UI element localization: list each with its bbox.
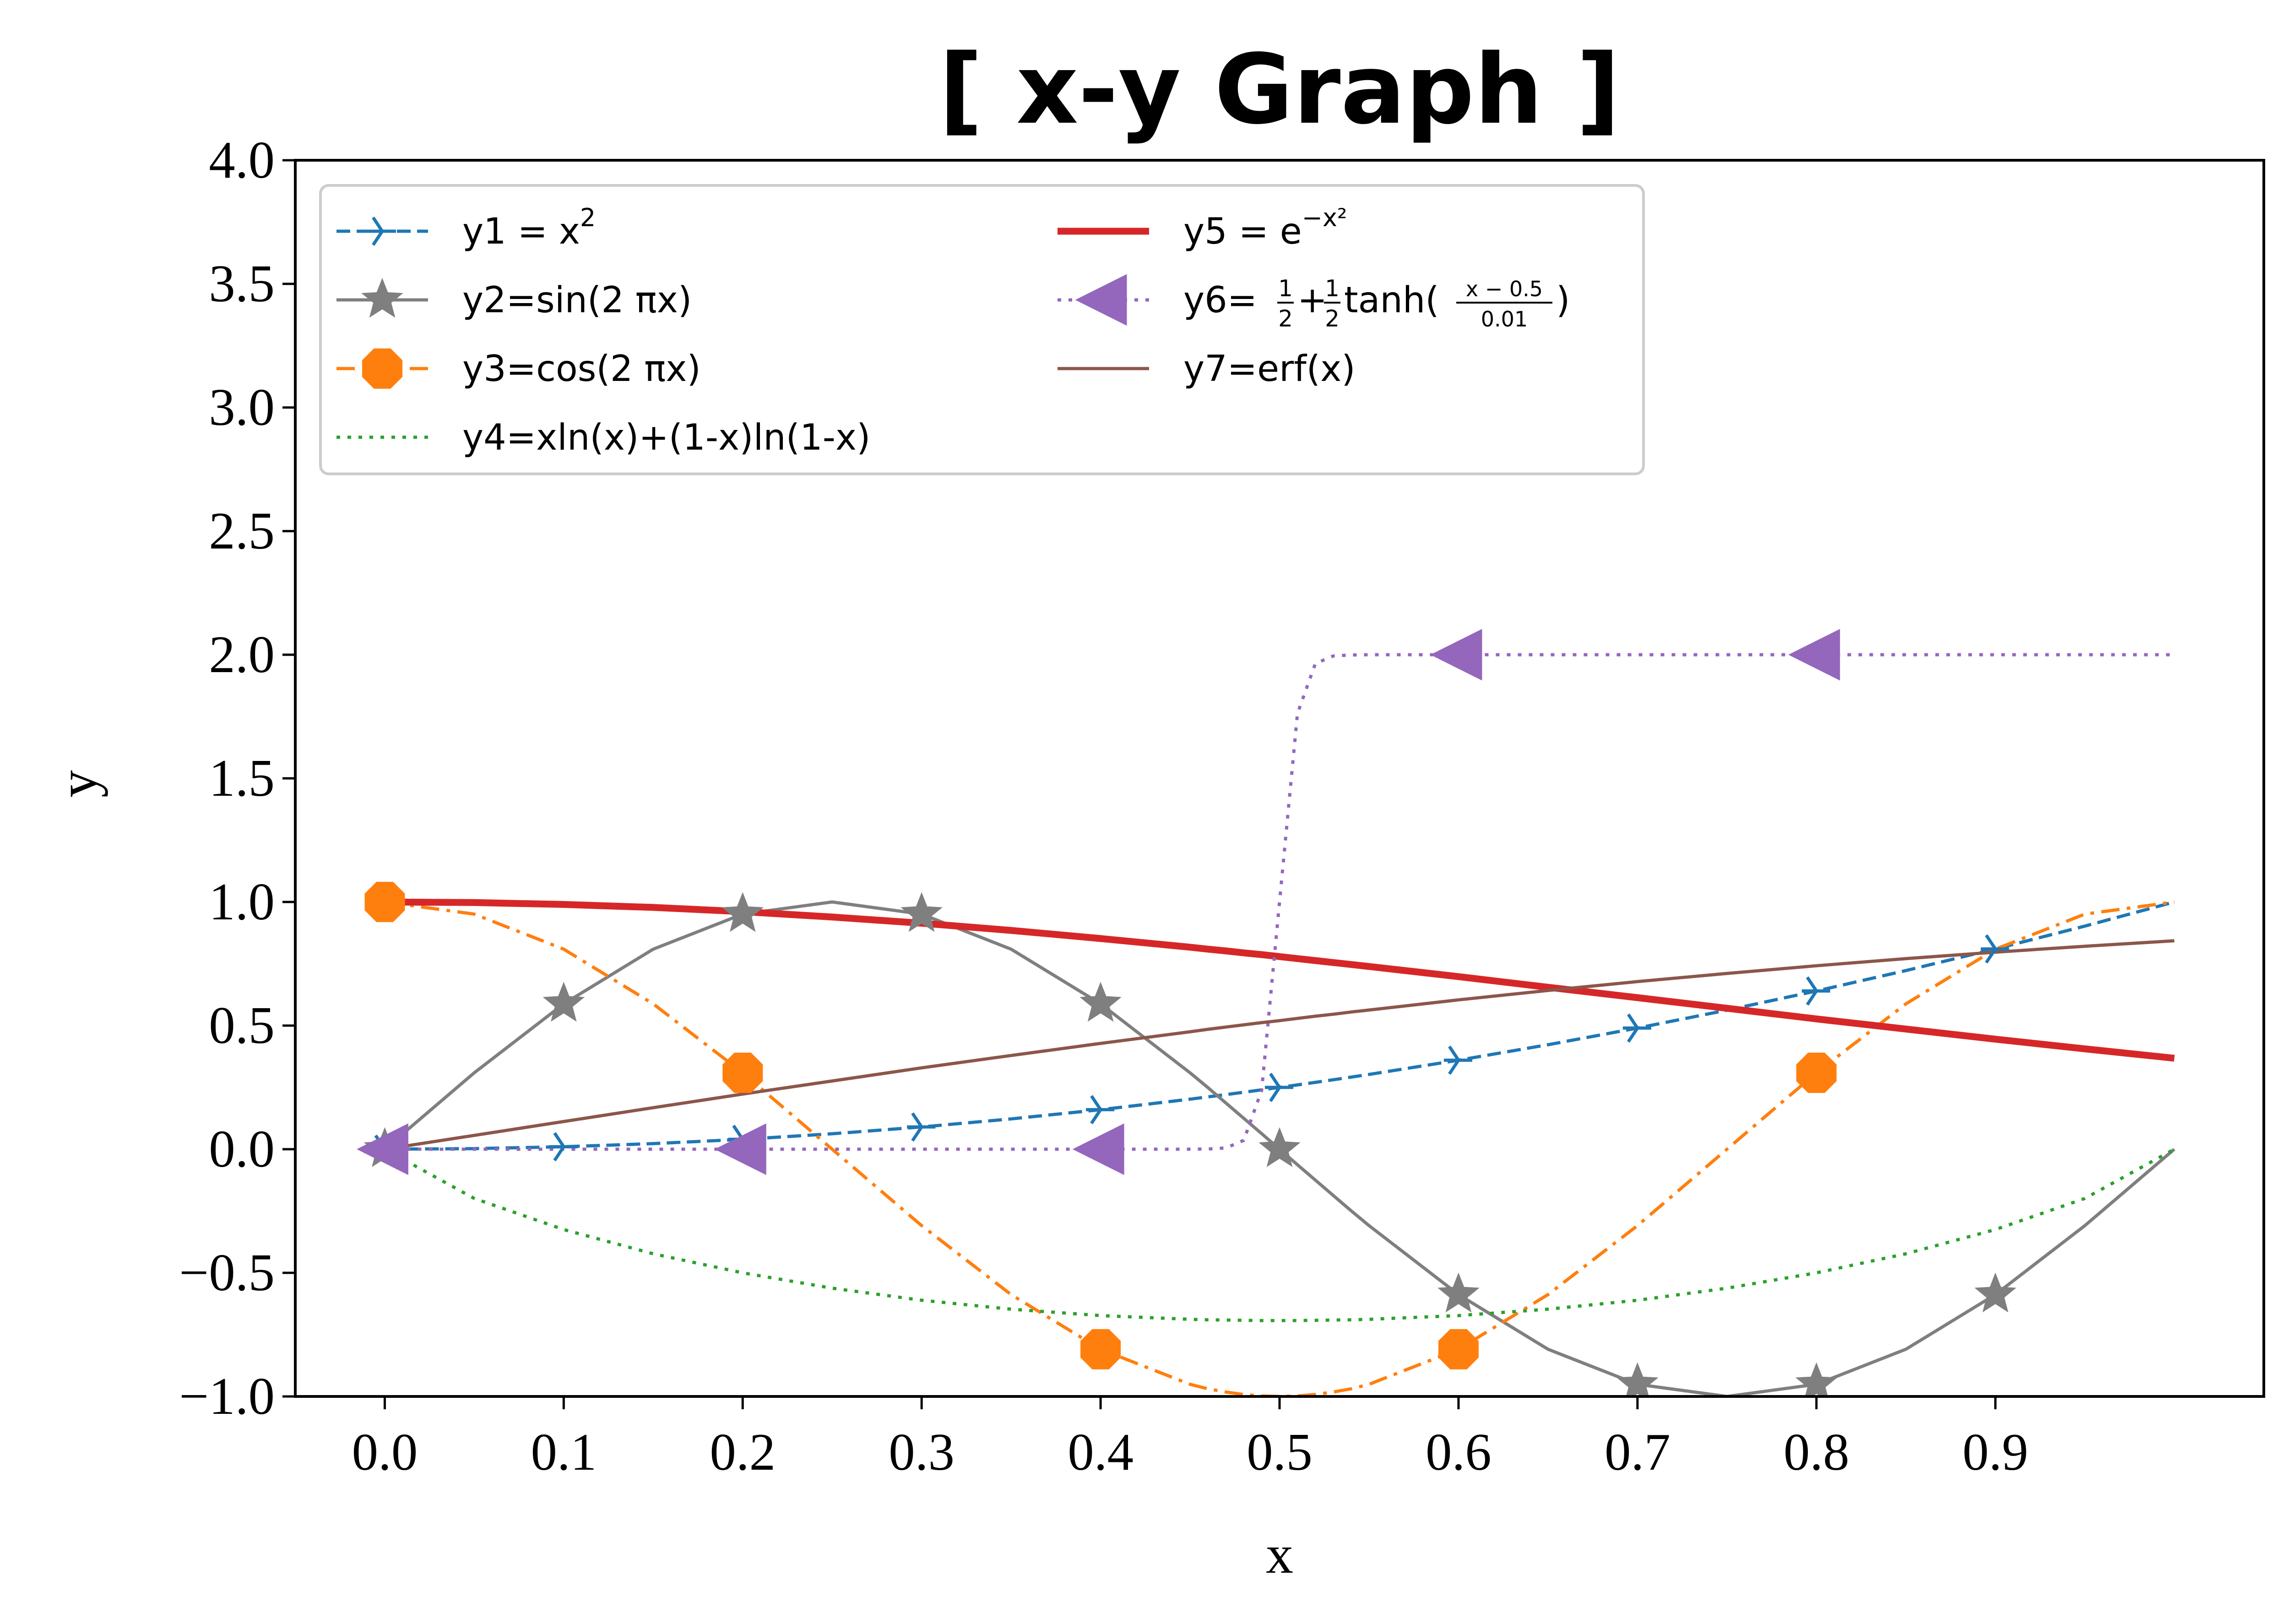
legend-marker — [361, 277, 403, 318]
legend-marker — [362, 348, 402, 389]
legend-label: y3=cos(2 πx) — [462, 348, 701, 390]
marker-y2-sin-2-x — [1616, 1362, 1659, 1396]
marker-y6 — [357, 1123, 408, 1175]
x-tick-label: 0.5 — [1247, 1423, 1313, 1481]
series-line-y7-erf-x — [384, 939, 2175, 1151]
marker-y2-sin-2-x — [1795, 1362, 1838, 1396]
marker-y2-sin-2-x — [1437, 1272, 1480, 1313]
x-tick-label: 0.9 — [1963, 1423, 2029, 1481]
x-tick-label: 0.3 — [889, 1423, 955, 1481]
x-tick-label: 0.0 — [352, 1423, 418, 1481]
legend-plus: + — [1297, 280, 1327, 321]
plot-area — [357, 629, 2175, 1396]
marker-y1-x — [549, 1132, 578, 1162]
x-tick-label: 0.1 — [531, 1423, 597, 1481]
legend-entry-y6: y6= 1 2 +1 2 tanh( x − 0.5 0.01) — [1058, 274, 1570, 332]
marker-y1-x — [1980, 934, 2009, 964]
axes: 0.0 0.1 0.2 0.3 0.4 0.5 0.6 0.7 0.8 0.9 −1.0 −0.5 0.… — [179, 131, 2265, 1481]
marker-y2-sin-2-x — [1079, 982, 1122, 1022]
legend-tanh: tanh( — [1344, 280, 1439, 321]
y-axis-label: y — [47, 770, 108, 798]
series-line-y5-e — [385, 898, 2175, 1062]
y-tick-label: 3.5 — [209, 255, 275, 313]
series-line-y3-cos-2-x — [385, 900, 2175, 1396]
marker-y3-cos-2-x — [1080, 1329, 1121, 1369]
marker-y3-cos-2-x — [722, 1053, 763, 1093]
legend-entry-y7-erf-x: y7=erf(x) — [1058, 348, 1356, 390]
marker-y6 — [1430, 629, 1482, 681]
legend-marker — [368, 217, 396, 246]
legend-fraction-denominator: 0.01 — [1481, 307, 1528, 331]
marker-y6 — [714, 1123, 766, 1175]
y-tick-label: 0.5 — [209, 996, 275, 1054]
marker-y2-sin-2-x — [721, 892, 764, 932]
x-tick-label: 0.4 — [1068, 1423, 1134, 1481]
y-tick-label: 4.0 — [209, 131, 275, 189]
legend-entry-y4-xln-x-1-x-ln-1-x: y4=xln(x)+(1-x)ln(1-x) — [336, 417, 870, 458]
x-axis-label: x — [1266, 1524, 1293, 1585]
y-tick-label: 2.5 — [209, 502, 275, 560]
y-tick-label: −0.5 — [179, 1244, 275, 1302]
legend-label: y2=sin(2 πx) — [462, 280, 692, 321]
marker-y1-x — [1622, 1013, 1651, 1043]
legend-fraction-denominator: 2 — [1325, 305, 1340, 332]
legend-fraction-denominator: 2 — [1278, 305, 1293, 332]
x-tick-label: 0.6 — [1426, 1423, 1492, 1481]
marker-y1-x — [907, 1112, 936, 1142]
legend-label: y7=erf(x) — [1183, 348, 1356, 390]
legend-fraction-numerator: x − 0.5 — [1466, 277, 1543, 301]
marker-y1-x — [1801, 976, 1830, 1006]
y-tick-label: 1.5 — [209, 749, 275, 807]
marker-y6 — [1788, 629, 1840, 681]
marker-y3-cos-2-x — [364, 882, 405, 922]
legend-entry-y3-cos-2-x: y3=cos(2 πx) — [336, 348, 701, 390]
marker-y1-x — [1086, 1095, 1115, 1124]
marker-y1-x — [1265, 1073, 1293, 1102]
series-line-y1-x — [385, 900, 2175, 1151]
y-tick-label: 1.0 — [209, 873, 275, 931]
legend-box — [319, 184, 1645, 475]
legend-label: y6= — [1183, 280, 1257, 321]
marker-y1-x — [1443, 1045, 1472, 1075]
marker-y2-sin-2-x — [1258, 1127, 1301, 1167]
y-tick-label: 2.0 — [209, 625, 275, 684]
legend-label: y1 = x2 — [462, 203, 596, 252]
legend: y1 = x2 y2=sin(2 πx) y3=cos(2 πx) y4=xln(x)… — [319, 184, 1645, 475]
y-tick-label: 3.0 — [209, 378, 275, 436]
marker-y2-sin-2-x — [1974, 1272, 2017, 1313]
series-line-y4-xln-x-1-x-ln-1-x — [384, 1147, 2175, 1322]
marker-y3-cos-2-x — [1796, 1053, 1837, 1093]
marker-y6 — [1072, 1123, 1124, 1175]
x-tick-label: 0.2 — [710, 1423, 776, 1481]
marker-y3-cos-2-x — [1438, 1329, 1479, 1369]
y-tick-label: −1.0 — [179, 1367, 275, 1425]
legend-marker — [1075, 274, 1127, 326]
marker-y2-sin-2-x — [900, 892, 943, 932]
x-tick-label: 0.8 — [1784, 1423, 1850, 1481]
legend-entry-y1-x: y1 = x2 — [336, 203, 596, 252]
legend-fraction-numerator: 1 — [1278, 275, 1293, 302]
legend-fraction-numerator: 1 — [1325, 275, 1340, 302]
y-tick-label: 0.0 — [209, 1120, 275, 1178]
legend-label: y4=xln(x)+(1-x)ln(1-x) — [462, 417, 870, 458]
legend-close-paren: ) — [1556, 280, 1570, 321]
chart-title: [ x-y Graph ] — [939, 33, 1620, 146]
x-tick-label: 0.7 — [1605, 1423, 1671, 1481]
legend-entry-y2-sin-2-x: y2=sin(2 πx) — [336, 277, 692, 321]
marker-y2-sin-2-x — [542, 982, 585, 1022]
series-line-y6 — [385, 653, 2175, 1151]
